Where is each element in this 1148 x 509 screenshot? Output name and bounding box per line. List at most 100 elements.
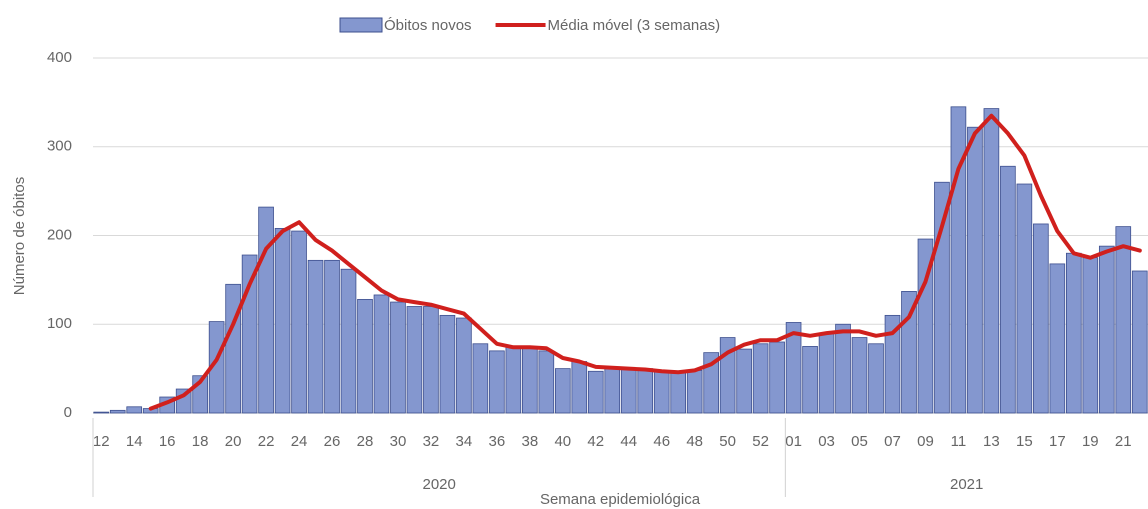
- bar: [439, 314, 456, 414]
- x-tick-label: 20: [225, 433, 242, 450]
- bar: [686, 369, 703, 414]
- bar: [126, 406, 143, 414]
- x-tick-label: 07: [884, 433, 901, 450]
- y-tick-label: 100: [47, 315, 72, 332]
- x-tick-label: 40: [554, 433, 571, 450]
- bar: [736, 348, 752, 414]
- x-tick-label: 22: [258, 433, 275, 450]
- bar: [225, 283, 241, 414]
- bar: [604, 366, 621, 414]
- bar: [818, 332, 835, 414]
- x-tick-label: 28: [357, 433, 374, 450]
- bar: [472, 343, 489, 414]
- bar: [950, 106, 967, 414]
- x-tick-label: 15: [1016, 433, 1033, 450]
- x-tick-label: 09: [917, 433, 934, 450]
- bar: [637, 368, 654, 414]
- x-group-label: 2021: [950, 476, 983, 493]
- y-axis-label: Número de óbitos: [11, 177, 28, 295]
- x-tick-label: 52: [752, 433, 769, 450]
- bar: [489, 350, 505, 414]
- bar: [967, 126, 983, 414]
- bar: [307, 259, 324, 414]
- x-tick-label: 13: [983, 433, 1000, 450]
- bar: [769, 341, 785, 414]
- x-tick-label: 18: [192, 433, 209, 450]
- x-axis-label: Semana epidemiológica: [540, 491, 701, 508]
- bar: [1131, 270, 1148, 414]
- bar: [934, 181, 950, 414]
- x-tick-label: 26: [324, 433, 341, 450]
- bar: [571, 361, 588, 414]
- bar: [752, 343, 769, 414]
- bar: [1066, 252, 1082, 414]
- y-tick-label: 400: [47, 49, 72, 66]
- x-tick-label: 38: [521, 433, 538, 450]
- x-tick-label: 44: [620, 433, 637, 450]
- bar: [1098, 245, 1115, 414]
- legend-label: Média móvel (3 semanas): [548, 17, 721, 34]
- bar: [93, 411, 110, 414]
- y-tick-label: 200: [47, 226, 72, 243]
- bar: [653, 370, 670, 414]
- x-tick-label: 17: [1049, 433, 1066, 450]
- bar: [505, 346, 522, 414]
- bar: [1049, 263, 1066, 414]
- x-tick-label: 11: [951, 433, 967, 450]
- x-tick-label: 24: [291, 433, 308, 450]
- x-tick-label: 30: [390, 433, 407, 450]
- bar: [357, 298, 373, 414]
- x-tick-label: 03: [818, 433, 835, 450]
- bar: [522, 346, 538, 414]
- x-tick-label: 50: [719, 433, 736, 450]
- bar: [587, 370, 604, 414]
- bar: [983, 108, 1000, 414]
- x-tick-label: 01: [785, 433, 802, 450]
- bar: [324, 259, 340, 414]
- bar: [538, 350, 555, 414]
- bar: [554, 368, 571, 414]
- bar: [291, 230, 307, 414]
- bar: [109, 409, 126, 414]
- bar: [1115, 226, 1132, 414]
- bar: [340, 268, 357, 414]
- bar: [258, 206, 274, 414]
- bar: [274, 227, 291, 414]
- bar: [802, 346, 818, 414]
- bar: [835, 323, 851, 414]
- bar: [423, 306, 439, 414]
- x-tick-label: 12: [93, 433, 110, 450]
- legend-swatch: [339, 17, 383, 33]
- x-tick-label: 42: [587, 433, 604, 450]
- x-tick-label: 05: [851, 433, 868, 450]
- bar: [851, 337, 868, 414]
- line: [148, 113, 1142, 411]
- x-tick-label: 16: [159, 433, 176, 450]
- bar: [670, 372, 687, 414]
- bar: [456, 317, 472, 414]
- bar: [917, 238, 934, 414]
- bar: [620, 368, 637, 414]
- bar: [406, 306, 423, 414]
- bar: [241, 254, 258, 414]
- x-tick-label: 14: [126, 433, 143, 450]
- x-tick-label: 46: [653, 433, 670, 450]
- x-tick-label: 21: [1115, 433, 1132, 450]
- bar: [1016, 183, 1033, 414]
- x-tick-label: 19: [1082, 433, 1099, 450]
- y-tick-label: 0: [64, 404, 72, 421]
- x-group-label: 2020: [422, 476, 455, 493]
- bar: [1000, 165, 1016, 414]
- bar: [884, 314, 901, 414]
- y-tick-label: 300: [47, 138, 72, 155]
- x-tick-label: 48: [686, 433, 703, 450]
- x-tick-label: 34: [456, 433, 473, 450]
- bar: [390, 301, 406, 414]
- x-tick-label: 32: [423, 433, 440, 450]
- bar: [1033, 223, 1049, 414]
- bar: [785, 322, 802, 414]
- x-tick-label: 36: [489, 433, 506, 450]
- bar: [1082, 257, 1099, 414]
- bar: [373, 294, 390, 414]
